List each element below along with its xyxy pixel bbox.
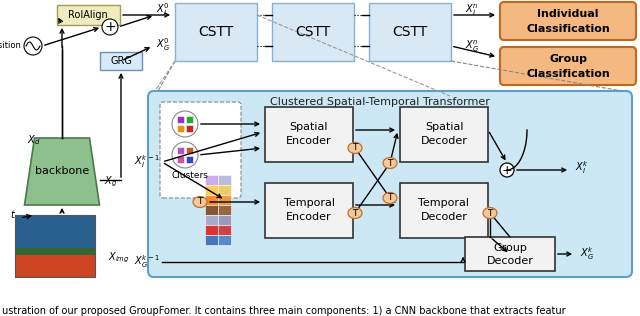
Bar: [400, 107, 488, 162]
Ellipse shape: [348, 208, 362, 218]
Bar: [369, 3, 451, 61]
Ellipse shape: [383, 157, 397, 168]
Bar: [218, 235, 231, 245]
Text: CSTT: CSTT: [392, 25, 428, 39]
Bar: [218, 205, 231, 215]
Bar: [177, 125, 184, 132]
Bar: [205, 195, 218, 205]
Circle shape: [172, 111, 198, 137]
Bar: [177, 116, 184, 123]
Bar: [205, 185, 218, 195]
Bar: [15, 215, 95, 249]
Bar: [205, 235, 218, 245]
Bar: [177, 147, 184, 154]
Text: Clustered Spatial-Temporal Transformer: Clustered Spatial-Temporal Transformer: [270, 97, 490, 107]
FancyBboxPatch shape: [500, 2, 636, 40]
Text: Individual: Individual: [537, 9, 599, 19]
Bar: [186, 156, 193, 163]
Text: T: T: [487, 209, 493, 217]
Bar: [175, 3, 257, 61]
Text: GRG: GRG: [110, 56, 132, 66]
Bar: [177, 156, 184, 163]
Text: CSTT: CSTT: [296, 25, 331, 39]
Bar: [205, 205, 218, 215]
Text: Encoder: Encoder: [286, 212, 332, 222]
Text: +: +: [104, 20, 116, 34]
Text: $X_g$: $X_g$: [104, 175, 118, 189]
Ellipse shape: [383, 192, 397, 204]
Text: Position: Position: [0, 41, 21, 51]
Text: T: T: [352, 209, 358, 217]
Bar: [218, 215, 231, 225]
Bar: [186, 116, 193, 123]
Text: T: T: [387, 193, 393, 203]
Text: Classification: Classification: [526, 24, 610, 34]
Text: $X_I^{k-1}$: $X_I^{k-1}$: [134, 154, 160, 170]
Text: CSTT: CSTT: [198, 25, 234, 39]
Text: Decoder: Decoder: [420, 212, 467, 222]
Text: Decoder: Decoder: [420, 137, 467, 147]
Text: Group: Group: [493, 243, 527, 253]
Bar: [15, 249, 95, 277]
Text: Temporal: Temporal: [284, 198, 335, 209]
Bar: [57, 5, 120, 25]
Bar: [19, 215, 95, 273]
Text: $X_G^n$: $X_G^n$: [465, 38, 479, 54]
Circle shape: [24, 37, 42, 55]
Text: RoIAlign: RoIAlign: [68, 10, 108, 20]
Bar: [400, 183, 488, 238]
Text: $X_I^k$: $X_I^k$: [575, 160, 589, 176]
Circle shape: [172, 142, 198, 168]
Text: Group: Group: [549, 54, 587, 64]
Text: $X_I^0$: $X_I^0$: [156, 2, 170, 18]
FancyBboxPatch shape: [148, 91, 632, 277]
Bar: [186, 125, 193, 132]
Text: Spatial: Spatial: [290, 123, 328, 132]
Bar: [15, 215, 95, 277]
Text: +: +: [502, 163, 512, 177]
Bar: [218, 185, 231, 195]
Text: T: T: [197, 198, 203, 206]
Text: Temporal: Temporal: [419, 198, 470, 209]
Text: Decoder: Decoder: [486, 256, 533, 266]
Ellipse shape: [348, 143, 362, 154]
Bar: [205, 215, 218, 225]
Bar: [205, 225, 218, 235]
FancyBboxPatch shape: [160, 102, 241, 198]
Text: Encoder: Encoder: [286, 137, 332, 147]
Bar: [265, 183, 353, 238]
Bar: [17, 215, 95, 275]
Text: backbone: backbone: [35, 167, 89, 177]
Text: Spatial: Spatial: [425, 123, 463, 132]
Text: T: T: [387, 159, 393, 167]
Bar: [218, 225, 231, 235]
Text: $X_d$: $X_d$: [27, 133, 40, 147]
Text: $X_G^k$: $X_G^k$: [580, 246, 594, 262]
Bar: [265, 107, 353, 162]
Bar: [272, 3, 354, 61]
Text: Clusters: Clusters: [172, 171, 209, 179]
Bar: [186, 147, 193, 154]
Bar: [218, 195, 231, 205]
Circle shape: [102, 19, 118, 35]
Bar: [15, 248, 95, 255]
FancyBboxPatch shape: [500, 47, 636, 85]
Bar: [205, 175, 218, 185]
Ellipse shape: [483, 208, 497, 218]
Text: ustration of our proposed GroupFomer. It contains three main components: 1) a CN: ustration of our proposed GroupFomer. It…: [2, 306, 566, 316]
Text: $t$: $t$: [10, 208, 16, 220]
Polygon shape: [24, 138, 99, 205]
Text: $X_G^{k-1}$: $X_G^{k-1}$: [134, 254, 160, 270]
Text: $X_{img}$: $X_{img}$: [108, 251, 130, 265]
Ellipse shape: [193, 197, 207, 208]
Text: $X_I^n$: $X_I^n$: [465, 2, 479, 18]
Bar: [218, 175, 231, 185]
Text: $X_G^0$: $X_G^0$: [156, 37, 170, 53]
Bar: [15, 215, 95, 277]
Circle shape: [500, 163, 514, 177]
Text: Classification: Classification: [526, 69, 610, 79]
Bar: [100, 52, 142, 70]
Text: T: T: [352, 143, 358, 153]
Bar: [465, 237, 555, 271]
